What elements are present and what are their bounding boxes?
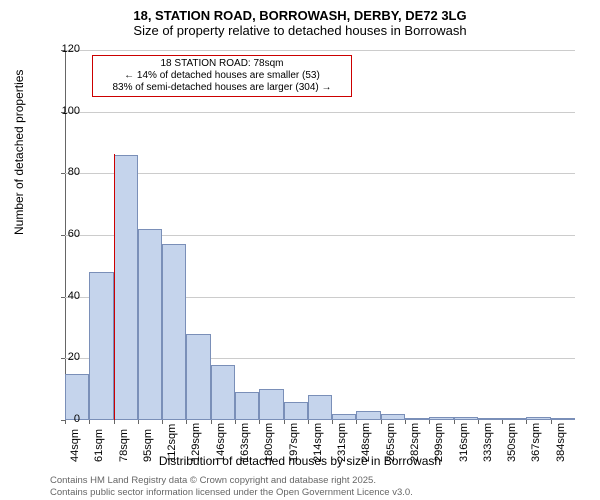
x-tick (381, 420, 382, 424)
histogram-bar (211, 365, 235, 421)
y-tick-label: 60 (50, 228, 80, 240)
x-tick-label: 231sqm (336, 423, 348, 462)
x-tick (429, 420, 430, 424)
histogram-bar (429, 417, 453, 420)
x-tick (502, 420, 503, 424)
x-tick (356, 420, 357, 424)
x-tick (526, 420, 527, 424)
y-tick-label: 40 (50, 290, 80, 302)
histogram-bar (235, 392, 259, 420)
footer-line2: Contains public sector information licen… (50, 487, 413, 498)
x-tick-label: 95sqm (142, 429, 154, 462)
annotation-box: 18 STATION ROAD: 78sqm ← 14% of detached… (92, 55, 352, 97)
chart-title-line2: Size of property relative to detached ho… (0, 23, 600, 38)
x-tick-label: 146sqm (215, 423, 227, 462)
x-tick (138, 420, 139, 424)
x-tick (162, 420, 163, 424)
y-tick-label: 100 (50, 105, 80, 117)
x-tick-label: 163sqm (239, 423, 251, 462)
chart-container: 18, STATION ROAD, BORROWASH, DERBY, DE72… (0, 0, 600, 500)
x-tick (186, 420, 187, 424)
histogram-bar (89, 272, 113, 420)
x-tick (89, 420, 90, 424)
x-tick-label: 299sqm (433, 423, 445, 462)
x-tick (259, 420, 260, 424)
plot-area (65, 50, 575, 420)
x-tick (551, 420, 552, 424)
x-tick-label: 384sqm (555, 423, 567, 462)
property-marker-line (114, 154, 115, 420)
x-tick-label: 112sqm (166, 424, 178, 462)
x-tick (235, 420, 236, 424)
histogram-bar (332, 414, 356, 420)
x-tick (211, 420, 212, 424)
x-tick (405, 420, 406, 424)
annotation-line1: 18 STATION ROAD: 78sqm (97, 58, 347, 70)
histogram-bar (259, 389, 283, 420)
histogram-bar (454, 417, 478, 420)
histogram-bar (526, 417, 550, 420)
x-tick-label: 367sqm (530, 423, 542, 462)
x-tick (478, 420, 479, 424)
histogram-bar (138, 229, 162, 420)
x-tick-label: 61sqm (93, 429, 105, 462)
histogram-bar (356, 411, 380, 420)
histogram-bar (478, 418, 502, 420)
histogram-bar (114, 155, 138, 420)
x-tick-label: 180sqm (263, 423, 275, 462)
x-tick-label: 316sqm (458, 423, 470, 462)
histogram-bar (162, 244, 186, 420)
histogram-bar (551, 418, 575, 420)
x-tick-label: 350sqm (506, 423, 518, 462)
x-tick (308, 420, 309, 424)
chart-title-line1: 18, STATION ROAD, BORROWASH, DERBY, DE72… (0, 8, 600, 23)
x-tick-label: 78sqm (118, 429, 130, 462)
x-tick-label: 129sqm (190, 423, 202, 462)
y-tick-label: 80 (50, 166, 80, 178)
gridline (65, 112, 575, 113)
y-tick-label: 0 (50, 413, 80, 425)
y-axis-label: Number of detached properties (12, 70, 26, 235)
annotation-line3: 83% of semi-detached houses are larger (… (97, 82, 347, 94)
chart-title-block: 18, STATION ROAD, BORROWASH, DERBY, DE72… (0, 0, 600, 38)
histogram-bar (308, 395, 332, 420)
x-tick (284, 420, 285, 424)
x-tick-label: 333sqm (482, 423, 494, 462)
x-tick-label: 197sqm (288, 423, 300, 462)
footer-text: Contains HM Land Registry data © Crown c… (50, 475, 413, 498)
histogram-bar (405, 418, 429, 420)
x-tick-label: 282sqm (409, 423, 421, 462)
gridline (65, 173, 575, 174)
x-tick-label: 248sqm (360, 423, 372, 462)
x-tick-label: 265sqm (385, 423, 397, 462)
x-tick (454, 420, 455, 424)
histogram-bar (502, 418, 526, 420)
gridline (65, 50, 575, 51)
histogram-bar (284, 402, 308, 421)
x-tick (332, 420, 333, 424)
x-tick-label: 44sqm (69, 429, 81, 462)
histogram-bar (186, 334, 210, 420)
annotation-line2: ← 14% of detached houses are smaller (53… (97, 70, 347, 82)
histogram-bar (381, 414, 405, 420)
footer-line1: Contains HM Land Registry data © Crown c… (50, 475, 413, 486)
x-tick (114, 420, 115, 424)
y-tick-label: 20 (50, 351, 80, 363)
x-tick-label: 214sqm (312, 423, 324, 462)
y-tick-label: 120 (50, 43, 80, 55)
